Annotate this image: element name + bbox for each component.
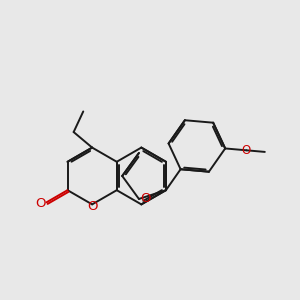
Text: O: O (87, 200, 98, 213)
Text: O: O (35, 196, 45, 210)
Text: O: O (140, 193, 150, 206)
Text: O: O (242, 144, 251, 157)
